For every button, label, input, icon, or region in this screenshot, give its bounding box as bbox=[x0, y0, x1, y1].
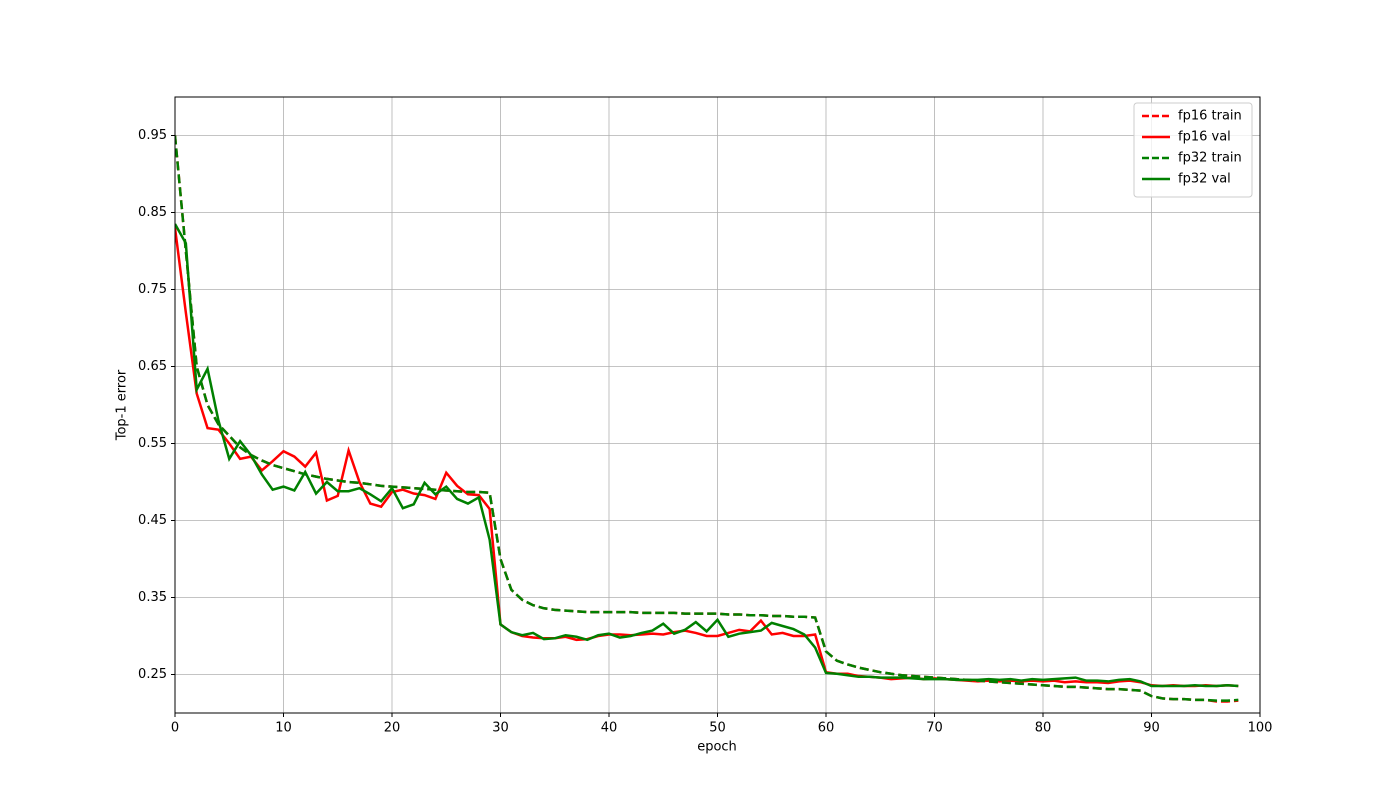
x-tick-label: 50 bbox=[709, 721, 726, 736]
plot-frame bbox=[174, 96, 1261, 714]
line-series bbox=[175, 227, 1239, 688]
legend: fp16 train fp16 val fp32 train fp32 val bbox=[1133, 102, 1253, 198]
y-tick-label: 0.25 bbox=[138, 667, 167, 682]
y-tick-label: 0.95 bbox=[138, 128, 167, 143]
x-tick-label: 70 bbox=[926, 721, 943, 736]
legend-label: fp16 val bbox=[1178, 130, 1231, 145]
y-tick-label: 0.85 bbox=[138, 205, 167, 220]
x-tick-label: 0 bbox=[171, 721, 179, 736]
legend-label: fp32 val bbox=[1178, 172, 1231, 187]
x-tick-label: 10 bbox=[275, 721, 292, 736]
line-series bbox=[175, 135, 1239, 702]
legend-label: fp16 train bbox=[1178, 109, 1242, 124]
y-tick-label: 0.75 bbox=[138, 282, 167, 297]
x-tick-label: 60 bbox=[818, 721, 835, 736]
x-tick-label: 100 bbox=[1248, 721, 1273, 736]
y-tick-label: 0.45 bbox=[138, 513, 167, 528]
x-tick-label: 20 bbox=[384, 721, 401, 736]
y-tick-label: 0.65 bbox=[138, 359, 167, 374]
x-tick-label: 30 bbox=[492, 721, 509, 736]
line-series bbox=[175, 223, 1239, 688]
y-tick-label: 0.35 bbox=[138, 590, 167, 605]
y-tick-label: 0.55 bbox=[138, 436, 167, 451]
x-tick-label: 80 bbox=[1035, 721, 1052, 736]
legend-box bbox=[1133, 102, 1253, 198]
y-axis-label: Top-1 error bbox=[115, 369, 130, 441]
x-tick-label: 40 bbox=[601, 721, 618, 736]
x-tick-label: 90 bbox=[1143, 721, 1160, 736]
x-axis-label: epoch bbox=[697, 740, 737, 755]
legend-label: fp32 train bbox=[1178, 151, 1242, 166]
